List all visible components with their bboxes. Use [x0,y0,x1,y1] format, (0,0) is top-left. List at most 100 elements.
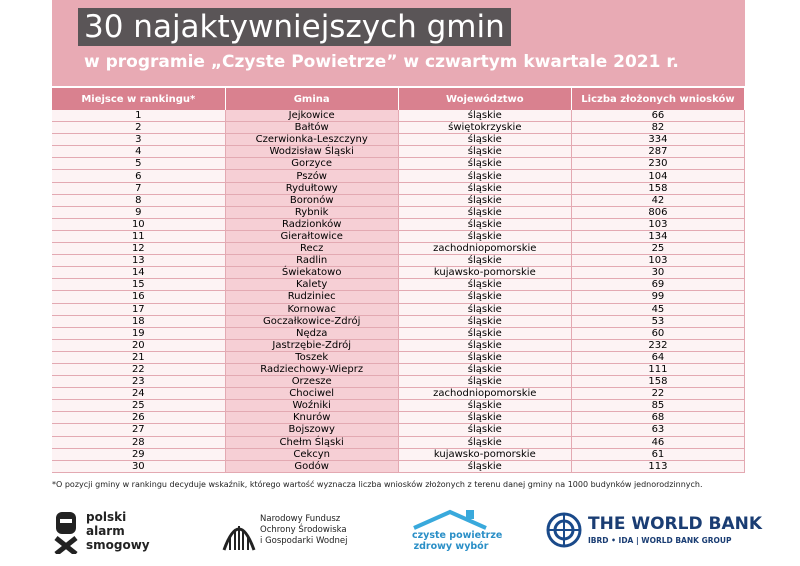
table-cell: 63 [571,423,746,437]
table-cell: 30 [52,460,226,473]
table-cell: Rydułtowy [225,182,399,195]
table-cell: 25 [52,399,226,413]
logo-text: polski [86,510,127,524]
table-cell: 53 [571,315,746,328]
table-row: 29 Cekcyn kujawsko-pomorskie 61 [52,448,746,461]
table-cell: 64 [571,351,746,364]
table-cell: 66 [571,110,746,123]
table-cell: śląskie [398,411,572,425]
wb-icon [546,512,582,548]
table-cell: 15 [52,278,226,292]
table-row: 24 Chociwel zachodniopomorskie 22 [52,387,746,401]
table-cell: kujawsko-pomorskie [398,448,572,461]
table-cell: Gierałtowice [225,230,399,244]
table-cell: Bałtów [225,121,399,135]
table-cell: kujawsko-pomorskie [398,266,572,280]
table-cell: Knurów [225,411,399,425]
table-cell: śląskie [398,303,572,316]
table-cell: 11 [52,230,226,244]
table-cell: Chełm Śląski [225,436,399,449]
logo-text: Ochrony Środowiska [260,525,347,535]
table-cell: Gorzyce [225,157,399,171]
table-row: 25 Woźniki śląskie 85 [52,399,746,413]
subtitle: w programie „Czyste Powietrze” w czwarty… [84,52,679,72]
table-cell: 61 [571,448,746,461]
table-cell: 806 [571,206,746,219]
table-cell: 4 [52,145,226,159]
table-cell: 158 [571,182,746,195]
table-cell: Rybnik [225,206,399,219]
table-cell: Radziechowy-Wieprz [225,363,399,377]
table-cell: 334 [571,133,746,147]
footnote: *O pozycji gminy w rankingu decyduje wsk… [52,480,703,489]
table-row: 12 Recz zachodniopomorskie 25 [52,242,746,256]
table-row: 21 Toszek śląskie 64 [52,351,746,364]
table-row: 19 Nędza śląskie 60 [52,327,746,340]
table-cell: 17 [52,303,226,316]
table-row: 7 Rydułtowy śląskie 158 [52,182,746,195]
table-cell: śląskie [398,157,572,171]
table-cell: 158 [571,375,746,389]
table-cell: 16 [52,290,226,304]
table-cell: 134 [571,230,746,244]
table-cell: 21 [52,351,226,364]
table-cell: 99 [571,290,746,304]
table-cell: 5 [52,157,226,171]
table-cell: 7 [52,182,226,195]
table-cell: Chociwel [225,387,399,401]
table-cell: Goczałkowice-Zdrój [225,315,399,328]
wb-sub: IBRD • IDA | WORLD BANK GROUP [588,536,732,545]
table-cell: 22 [571,387,746,401]
table-cell: śląskie [398,290,572,304]
table-cell: Bojszowy [225,423,399,437]
table-cell: Radlin [225,254,399,268]
table-cell: śląskie [398,145,572,159]
table-cell: 6 [52,169,226,183]
table-row: 27 Bojszowy śląskie 63 [52,423,746,437]
table-row: 23 Orzesze śląskie 158 [52,375,746,389]
table-cell: 42 [571,194,746,207]
table-cell: śląskie [398,278,572,292]
table-row: 2 Bałtów świętokrzyskie 82 [52,121,746,135]
table-cell: 69 [571,278,746,292]
table-cell: zachodniopomorskie [398,387,572,401]
table-cell: 68 [571,411,746,425]
table-row: 15 Kalety śląskie 69 [52,278,746,292]
table-row: 13 Radlin śląskie 103 [52,254,746,268]
table-cell: śląskie [398,375,572,389]
table-cell: Orzesze [225,375,399,389]
table-cell: 103 [571,218,746,231]
table-cell: śląskie [398,169,572,183]
table-cell: 103 [571,254,746,268]
table-row: 1 Jejkowice śląskie 66 [52,110,746,123]
table-row: 10 Radzionków śląskie 103 [52,218,746,231]
table-cell: 30 [571,266,746,280]
table-cell: śląskie [398,460,572,473]
table-row: 22 Radziechowy-Wieprz śląskie 111 [52,363,746,377]
table-cell: śląskie [398,327,572,340]
table-cell: Jastrzębie-Zdrój [225,339,399,352]
table-row: 18 Goczałkowice-Zdrój śląskie 53 [52,315,746,328]
logo-text: Narodowy Fundusz [260,514,341,524]
table-cell: śląskie [398,254,572,268]
table-cell: 8 [52,194,226,207]
table-cell: Wodzisław Śląski [225,145,399,159]
table-cell: Woźniki [225,399,399,413]
column-header: Liczba złożonych wniosków [571,88,746,110]
table-row: 28 Chełm Śląski śląskie 46 [52,436,746,449]
table-cell: 19 [52,327,226,340]
table-cell: śląskie [398,133,572,147]
table-cell: 85 [571,399,746,413]
cp-icon [413,509,487,530]
table-cell: świętokrzyskie [398,121,572,135]
table-row: 20 Jastrzębie-Zdrój śląskie 232 [52,339,746,352]
table-cell: 113 [571,460,746,473]
table-cell: 20 [52,339,226,352]
table-row: 17 Kornowac śląskie 45 [52,303,746,316]
table-cell: 10 [52,218,226,231]
table-row: 14 Świekatowo kujawsko-pomorskie 30 [52,266,746,280]
table-cell: Boronów [225,194,399,207]
nfos-icon [222,526,256,551]
table-cell: Kornowac [225,303,399,316]
